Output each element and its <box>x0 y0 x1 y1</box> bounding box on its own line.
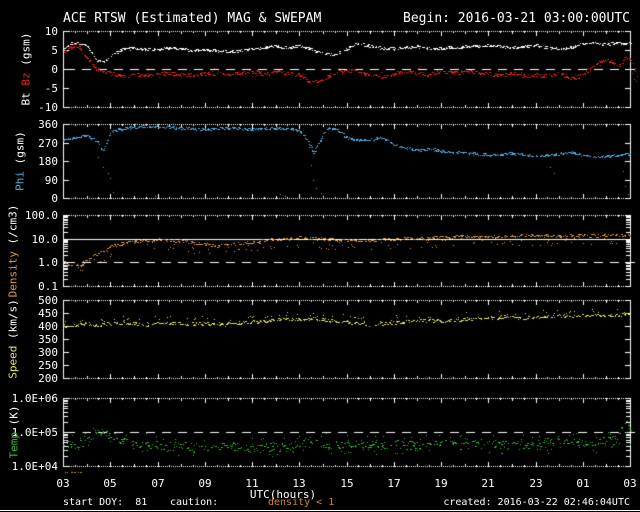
y-tick-label-speed: 500 <box>38 294 58 307</box>
y-tick-label-temp: 1.0E+04 <box>11 460 58 473</box>
plot-title: ACE RTSW (Estimated) MAG & SWEPAM <box>63 11 322 26</box>
footer-caution-value: density < 1 <box>268 497 335 508</box>
y-tick-label-density: 100.0 <box>24 209 58 222</box>
y-tick-label-mag: 5 <box>51 44 58 57</box>
y-tick-label-temp: 1.0E+05 <box>11 426 58 439</box>
y-tick-label-speed: 450 <box>38 307 58 320</box>
bottom-border-line <box>0 510 640 511</box>
y-tick-label-density: 1.0 <box>38 256 58 269</box>
y-axis-title-speed: Speed (km/s) <box>6 299 20 379</box>
y-axis-title-part: Speed <box>6 339 20 379</box>
y-axis-title-part: Phi <box>13 164 27 191</box>
x-tick-label: 03 <box>623 477 637 490</box>
x-tick-label: 19 <box>434 477 448 490</box>
y-axis-title-part: Temp <box>7 425 21 459</box>
x-tick-label: 01 <box>576 477 590 490</box>
y-tick-label-speed: 350 <box>38 333 58 346</box>
y-axis-title-part: (km/s) <box>6 299 20 339</box>
y-tick-label-speed: 250 <box>38 359 58 372</box>
y-tick-label-mag: 0 <box>51 63 58 76</box>
x-tick-label: 17 <box>387 477 401 490</box>
y-tick-label-mag: -5 <box>44 82 58 95</box>
x-tick-label: 13 <box>292 477 306 490</box>
y-axis-title-part: Bt <box>19 85 33 106</box>
y-tick-label-density: 0.1 <box>38 280 58 293</box>
x-tick-label: 03 <box>56 477 70 490</box>
x-tick-label: 09 <box>198 477 212 490</box>
x-tick-label: 05 <box>103 477 117 490</box>
y-axis-title-mag: Bt Bz (gsm) <box>19 32 33 106</box>
y-tick-label-phi: 180 <box>38 155 58 168</box>
y-axis-title-part: Bz <box>19 65 33 86</box>
footer-created-timestamp: created: 2016-03-22 02:46:04UTC <box>443 497 630 508</box>
y-tick-label-temp: 1.0E+06 <box>11 392 58 405</box>
y-tick-label-density: 10.0 <box>31 233 59 246</box>
x-axis-title: UTC(hours) <box>249 488 317 501</box>
y-tick-label-phi: 360 <box>38 118 58 131</box>
y-tick-label-phi: 0 <box>51 192 58 205</box>
footer-caution-label: caution: <box>170 497 219 508</box>
y-axis-title-part: (gsm) <box>13 131 27 165</box>
y-tick-label-mag: 10 <box>44 25 58 38</box>
y-tick-label-mag: -10 <box>38 101 58 114</box>
plot-begin-timestamp: Begin: 2016-03-21 03:00:00UTC <box>403 11 630 26</box>
y-tick-label-speed: 400 <box>38 320 58 333</box>
y-axis-title-part: (gsm) <box>19 32 33 66</box>
x-tick-label: 21 <box>481 477 495 490</box>
y-axis-title-part: (/cm3) <box>6 204 20 245</box>
y-tick-label-phi: 270 <box>38 137 58 150</box>
footer-start-doy: start DOY: 81 <box>63 497 148 508</box>
y-axis-title-part: (K) <box>7 405 21 426</box>
y-tick-label-phi: 90 <box>44 174 58 187</box>
x-tick-label: 07 <box>151 477 165 490</box>
y-axis-title-temp: Temp (K) <box>7 405 21 459</box>
y-axis-title-phi: Phi (gsm) <box>13 131 27 191</box>
x-tick-label: 11 <box>245 477 259 490</box>
x-tick-label: 23 <box>529 477 543 490</box>
y-tick-label-speed: 200 <box>38 372 58 385</box>
y-axis-title-density: Density (/cm3) <box>6 204 20 298</box>
y-tick-label-speed: 300 <box>38 346 58 359</box>
y-axis-title-part: Density <box>6 244 20 298</box>
x-tick-label: 15 <box>340 477 354 490</box>
